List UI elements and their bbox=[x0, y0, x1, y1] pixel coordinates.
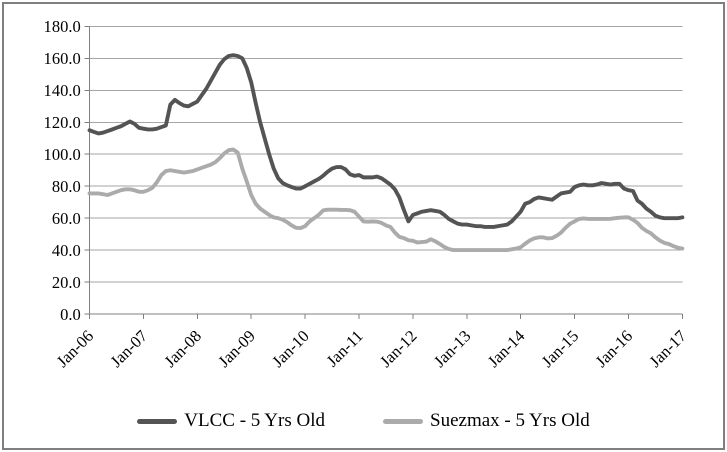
x-axis-tick-label: Jan-06 bbox=[53, 326, 98, 371]
legend-label-suezmax: Suezmax - 5 Yrs Old bbox=[430, 410, 590, 431]
x-axis-tick-label: Jan-16 bbox=[592, 326, 637, 371]
y-axis-tick-label: 80.0 bbox=[52, 177, 81, 196]
x-axis-tick-label: Jan-12 bbox=[376, 326, 421, 371]
y-axis-tick-label: 120.0 bbox=[44, 113, 81, 132]
y-axis-tick-label: 0.0 bbox=[60, 305, 81, 324]
y-axis-tick-label: 20.0 bbox=[52, 273, 81, 292]
legend-line-swatch-suezmax bbox=[383, 418, 424, 424]
x-axis-tick-label: Jan-17 bbox=[645, 326, 690, 371]
x-axis-tick-label: Jan-10 bbox=[268, 326, 313, 371]
legend-line-swatch-vlcc bbox=[137, 418, 178, 424]
legend-item-vlcc: VLCC - 5 Yrs Old bbox=[137, 410, 325, 432]
y-axis-tick-label: 180.0 bbox=[44, 17, 81, 36]
chart-legend: VLCC - 5 Yrs Old Suezmax - 5 Yrs Old bbox=[4, 410, 723, 432]
line-chart-plot-area: 0.0 20.0 40.0 60.0 80.0 100.0 120.0 140.0 160.0 1… bbox=[44, 17, 690, 371]
y-axis-tick-label: 140.0 bbox=[44, 81, 81, 100]
legend-label-vlcc: VLCC - 5 Yrs Old bbox=[184, 410, 326, 431]
series-line-suezmax bbox=[87, 147, 685, 253]
x-axis-tick-label: Jan-13 bbox=[430, 326, 475, 371]
x-axis-tick-label: Jan-09 bbox=[214, 326, 259, 371]
series-line-vlcc bbox=[87, 53, 685, 229]
y-axis-tick-label: 160.0 bbox=[44, 49, 81, 68]
x-axis-tick-label: Jan-15 bbox=[538, 326, 583, 371]
x-axis-tick-label: Jan-11 bbox=[323, 326, 367, 370]
x-axis-tick-label: Jan-14 bbox=[484, 326, 529, 371]
y-axis-tick-label: 60.0 bbox=[52, 209, 81, 228]
y-axis-tick-label: 100.0 bbox=[44, 145, 81, 164]
x-axis-tick-label: Jan-07 bbox=[107, 326, 152, 371]
legend-item-suezmax: Suezmax - 5 Yrs Old bbox=[383, 410, 590, 432]
y-axis-tick-label: 40.0 bbox=[52, 241, 81, 260]
x-axis-tick-label: Jan-08 bbox=[160, 326, 205, 371]
